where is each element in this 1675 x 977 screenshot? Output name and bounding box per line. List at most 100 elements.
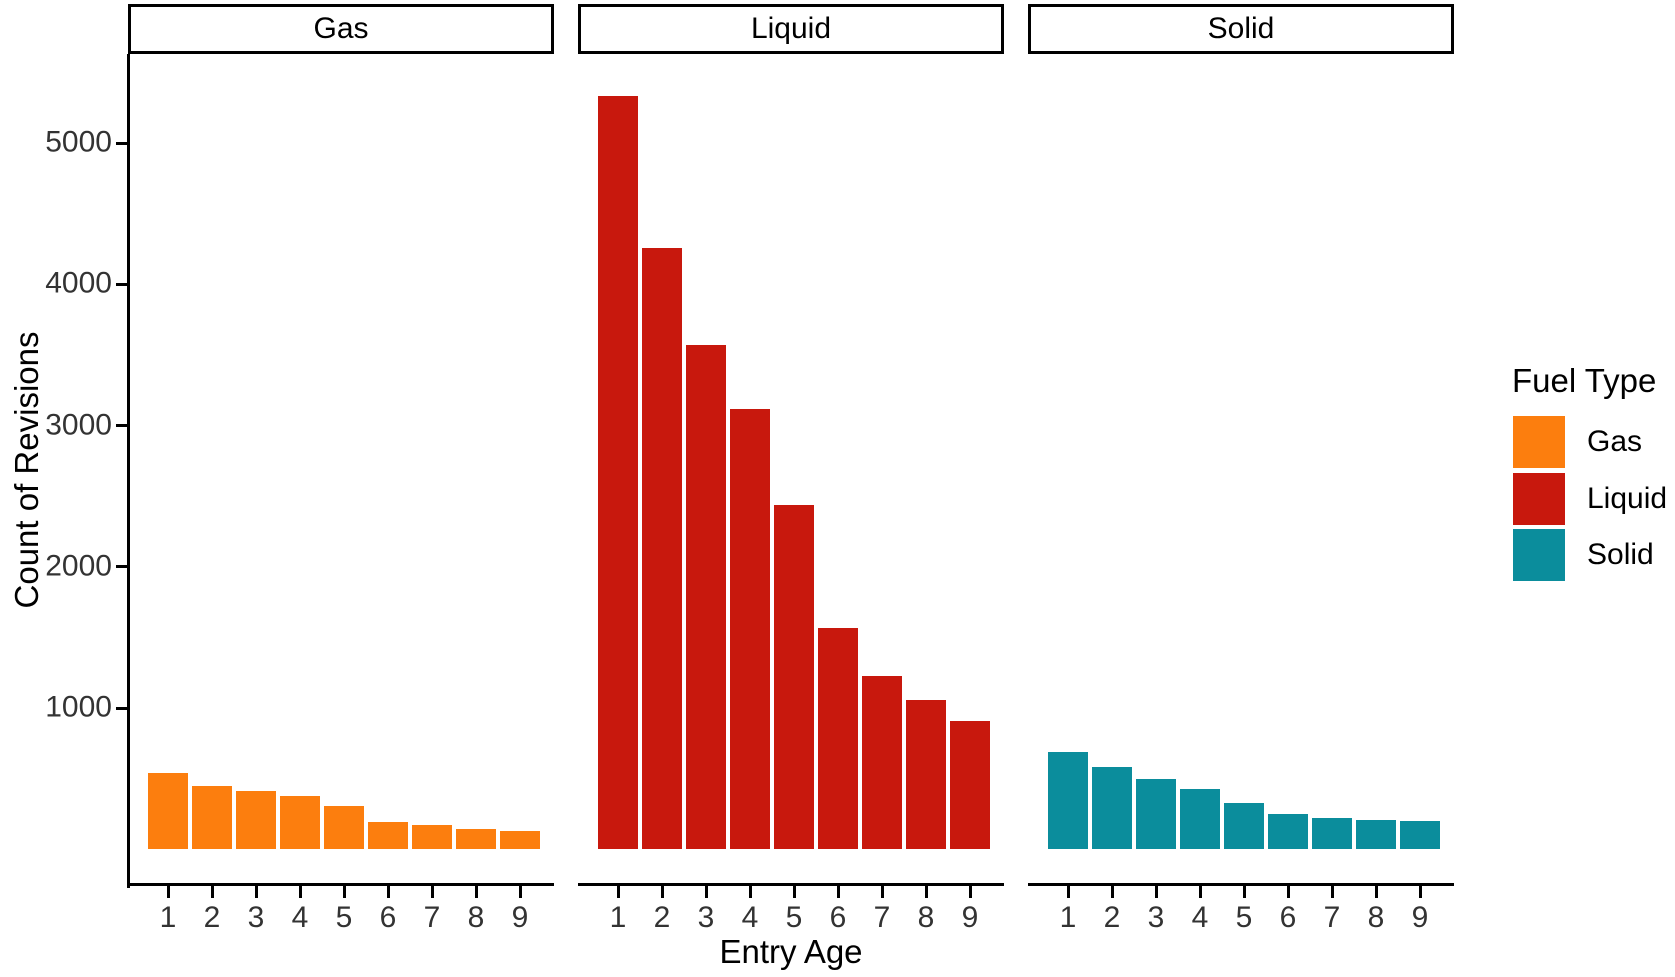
bar-solid-2 <box>1092 767 1132 850</box>
x-tick-label: 6 <box>1279 901 1297 934</box>
x-tick-mark <box>254 886 258 898</box>
x-tick-label: 9 <box>961 901 979 934</box>
bar-liquid-4 <box>730 408 770 850</box>
x-tick-mark <box>792 886 796 898</box>
x-tick-mark <box>1374 886 1378 898</box>
legend-swatch-solid <box>1513 529 1565 581</box>
y-tick-label: 2000 <box>45 549 112 583</box>
bar-liquid-6 <box>818 627 858 850</box>
y-tick-mark <box>116 706 128 710</box>
x-tick-label: 1 <box>609 901 627 934</box>
bar-solid-6 <box>1268 813 1308 850</box>
x-tick-label: 6 <box>829 901 847 934</box>
bar-liquid-2 <box>642 247 682 850</box>
bar-solid-8 <box>1356 820 1396 850</box>
x-tick-mark <box>518 886 522 898</box>
bar-liquid-8 <box>906 699 946 850</box>
x-tick-mark <box>660 886 664 898</box>
bar-gas-4 <box>280 795 320 850</box>
x-tick-label: 3 <box>1147 901 1165 934</box>
bar-solid-4 <box>1180 788 1220 850</box>
legend-label-gas: Gas <box>1587 425 1643 458</box>
y-tick-mark <box>116 424 128 428</box>
x-tick-mark <box>748 886 752 898</box>
bar-gas-1 <box>148 773 188 850</box>
x-tick-label: 3 <box>697 901 715 934</box>
x-tick-label: 1 <box>159 901 177 934</box>
x-tick-label: 9 <box>511 901 529 934</box>
x-tick-label: 4 <box>291 901 309 934</box>
legend-title: Fuel Type <box>1512 362 1657 399</box>
bar-liquid-5 <box>774 504 814 850</box>
bar-liquid-9 <box>950 720 990 850</box>
legend-label-liquid: Liquid <box>1587 481 1668 515</box>
x-tick-label: 5 <box>1235 901 1253 934</box>
x-tick-label: 5 <box>785 901 803 934</box>
bar-solid-1 <box>1048 751 1088 850</box>
y-axis-line <box>126 54 130 888</box>
y-tick-label: 5000 <box>45 125 112 159</box>
x-tick-label: 3 <box>247 901 265 934</box>
x-tick-mark <box>1330 886 1334 898</box>
y-tick-label: 1000 <box>45 690 112 724</box>
x-tick-mark <box>924 886 928 898</box>
x-tick-mark <box>1286 886 1290 898</box>
x-tick-mark <box>1066 886 1070 898</box>
bar-gas-3 <box>236 790 276 850</box>
bar-gas-7 <box>412 825 452 850</box>
legend-swatch-liquid <box>1513 472 1565 525</box>
x-tick-mark <box>342 886 346 898</box>
bar-gas-6 <box>368 822 408 850</box>
x-tick-mark <box>836 886 840 898</box>
x-tick-mark <box>616 886 620 898</box>
x-tick-label: 2 <box>1103 901 1121 934</box>
x-tick-label: 4 <box>1191 901 1209 934</box>
x-tick-label: 7 <box>423 901 441 934</box>
x-tick-mark <box>430 886 434 898</box>
x-tick-label: 7 <box>873 901 891 934</box>
x-tick-label: 5 <box>335 901 353 934</box>
bar-solid-5 <box>1224 802 1264 850</box>
y-tick-label: 4000 <box>45 266 112 300</box>
y-tick-mark <box>116 141 128 145</box>
x-tick-label: 6 <box>379 901 397 934</box>
x-axis-line <box>1028 883 1454 886</box>
facet-strip-liquid: Liquid <box>578 4 1004 54</box>
x-tick-mark <box>1110 886 1114 898</box>
x-tick-mark <box>704 886 708 898</box>
legend-label-solid: Solid <box>1587 538 1654 571</box>
x-tick-mark <box>386 886 390 898</box>
x-tick-mark <box>1154 886 1158 898</box>
x-axis-line <box>578 883 1004 886</box>
bar-solid-3 <box>1136 779 1176 850</box>
bar-solid-7 <box>1312 818 1352 850</box>
x-tick-label: 8 <box>1367 901 1385 934</box>
bar-gas-8 <box>456 828 496 850</box>
facet-strip-solid: Solid <box>1028 4 1454 54</box>
y-tick-mark <box>116 565 128 569</box>
bar-gas-5 <box>324 805 364 850</box>
x-axis-line <box>128 883 554 886</box>
x-tick-label: 7 <box>1323 901 1341 934</box>
y-tick-label: 3000 <box>45 407 112 441</box>
x-tick-label: 1 <box>1059 901 1077 934</box>
bar-gas-9 <box>500 830 540 850</box>
x-tick-mark <box>880 886 884 898</box>
x-tick-mark <box>1418 886 1422 898</box>
bar-liquid-1 <box>598 96 638 850</box>
x-tick-mark <box>1242 886 1246 898</box>
bar-solid-9 <box>1400 821 1440 850</box>
x-tick-mark <box>474 886 478 898</box>
x-tick-mark <box>166 886 170 898</box>
x-tick-mark <box>298 886 302 898</box>
x-tick-mark <box>1198 886 1202 898</box>
x-tick-label: 8 <box>917 901 935 934</box>
x-axis-title: Entry Age <box>719 933 863 970</box>
x-tick-label: 4 <box>741 901 759 934</box>
x-tick-label: 9 <box>1411 901 1429 934</box>
facet-strip-gas: Gas <box>128 4 554 54</box>
y-tick-mark <box>116 282 128 286</box>
legend-swatch-gas <box>1513 416 1565 468</box>
bar-liquid-7 <box>862 675 902 850</box>
